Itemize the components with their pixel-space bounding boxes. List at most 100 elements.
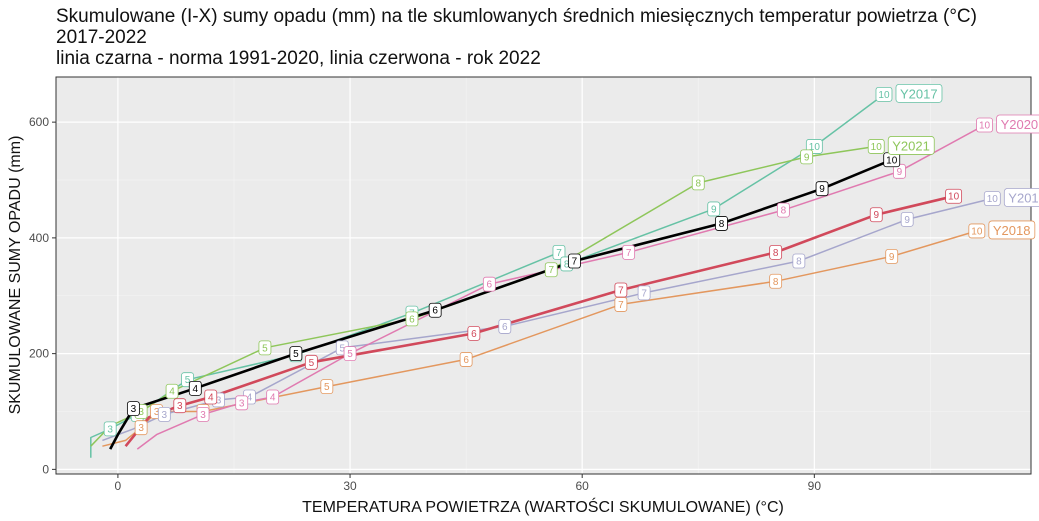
- point-label-box: [568, 253, 581, 269]
- point-label-box: [945, 188, 963, 204]
- point-label-text: 7: [548, 265, 554, 276]
- point-label-y2019: 7: [637, 285, 651, 301]
- point-label-y2019: 10: [983, 191, 1001, 206]
- grid: [56, 77, 1031, 474]
- point-label-text: 3: [131, 404, 137, 415]
- point-label-box: [320, 379, 334, 395]
- point-label-y2017: 3: [103, 421, 117, 437]
- chart-subtitle-1: 2017-2022: [56, 27, 147, 48]
- point-label-text: 6: [471, 329, 477, 340]
- point-label-text: 4: [193, 384, 199, 395]
- axis-ticks: 0 30 60 90 0 200 400 600: [29, 76, 1032, 493]
- point-label-text: 4: [247, 393, 253, 404]
- point-label-text: 7: [641, 288, 647, 299]
- point-label-text: 9: [819, 184, 825, 195]
- point-label-box: [769, 273, 783, 289]
- point-label-text: 4: [169, 387, 175, 398]
- point-label-y2021: 5: [258, 340, 272, 356]
- point-label-y2017: 7: [552, 244, 566, 260]
- series-tag-y2018: Y2018: [988, 220, 1036, 240]
- point-label-box: [983, 191, 1001, 206]
- chart-title: Skumulowane (I-X) sumy opadu (mm) na tle…: [56, 6, 977, 27]
- point-label-2022: 4: [204, 389, 218, 405]
- point-label-text: 6: [502, 322, 508, 333]
- point-label-y2021: 9: [800, 149, 813, 165]
- point-label-box: [869, 207, 883, 223]
- point-label-text: 9: [904, 215, 910, 226]
- point-label-box: [622, 244, 636, 260]
- series-tag-text: Y2017: [900, 86, 938, 101]
- point-label-text: 7: [618, 285, 624, 296]
- point-label-text: 5: [293, 349, 299, 360]
- point-label-box: [343, 346, 357, 362]
- point-label-text: 9: [804, 152, 810, 163]
- point-label-text: 5: [309, 358, 315, 369]
- point-label-y2020: 6: [482, 276, 496, 292]
- series-tag-box: [996, 114, 1039, 134]
- point-label-y2018: 6: [459, 352, 473, 367]
- point-label-box: [792, 253, 806, 269]
- point-label-text: 4: [270, 393, 276, 404]
- point-label-y2018: 8: [769, 273, 783, 289]
- series-tag-y2017: Y2017: [895, 83, 943, 103]
- point-label-y2020: 8: [776, 202, 790, 218]
- point-label-box: [867, 139, 885, 154]
- point-label-norma: 4: [188, 380, 202, 396]
- point-label-2022: 10: [945, 188, 963, 204]
- point-label-y2020: 7: [622, 244, 636, 260]
- point-label-text: 5: [340, 343, 346, 354]
- point-label-2022: 6: [467, 325, 481, 341]
- point-label-y2018: 9: [885, 249, 899, 264]
- series-tag-text: Y2019: [1008, 191, 1039, 206]
- series-line-norma: [109, 158, 893, 450]
- series-tag-box: [887, 136, 935, 155]
- point-label-y2020: 4: [266, 389, 280, 405]
- point-label-box: [289, 346, 303, 362]
- point-label-text: 3: [216, 395, 222, 406]
- point-label-text: 10: [971, 226, 983, 237]
- point-label-y2021: 7: [544, 262, 558, 278]
- point-label-box: [614, 297, 628, 312]
- point-label-box: [968, 223, 986, 239]
- point-label-y2019: 8: [792, 253, 806, 269]
- point-label-y2019: 3: [157, 406, 171, 422]
- point-label-norma: 9: [815, 181, 829, 197]
- x-tick-label: 60: [576, 479, 590, 493]
- point-label-text: 5: [262, 343, 268, 354]
- point-label-text: 5: [185, 375, 191, 386]
- point-labels: 3456778910103345678910334567891033456789…: [103, 86, 1001, 437]
- point-label-text: 3: [177, 401, 183, 412]
- point-label-text: 6: [487, 280, 493, 291]
- series-tag-box: [1003, 188, 1039, 207]
- series-tag-text: Y2018: [993, 223, 1031, 238]
- point-label-box: [776, 202, 790, 218]
- point-label-text: 10: [871, 142, 883, 153]
- point-label-text: 6: [432, 306, 438, 317]
- point-label-y2017: 10: [875, 86, 893, 102]
- point-label-text: 3: [138, 423, 144, 434]
- point-label-box: [173, 398, 187, 414]
- point-label-box: [498, 319, 512, 334]
- x-tick-label: 0: [115, 479, 122, 493]
- point-label-box: [204, 389, 218, 405]
- y-tick-label: 200: [29, 347, 49, 361]
- point-label-norma: 6: [428, 302, 442, 318]
- point-label-y2021: 8: [691, 175, 705, 191]
- point-label-box: [134, 420, 148, 436]
- point-label-box: [258, 340, 272, 356]
- point-label-text: 6: [409, 314, 415, 325]
- point-label-text: 10: [948, 192, 960, 203]
- point-label-2022: 9: [869, 207, 883, 223]
- y-tick-label: 400: [29, 231, 49, 245]
- point-label-box: [707, 201, 721, 217]
- point-label-text: 8: [773, 277, 779, 288]
- point-label-text: 3: [107, 424, 113, 435]
- point-label-2022: 7: [614, 282, 628, 298]
- point-label-text: 10: [886, 155, 898, 166]
- point-label-box: [304, 354, 318, 370]
- point-label-y2021: 4: [165, 383, 179, 399]
- point-label-y2021: 6: [405, 311, 419, 327]
- series-tag-y2020: Y2020: [996, 114, 1039, 134]
- point-label-box: [875, 86, 893, 102]
- point-label-text: 8: [773, 248, 779, 259]
